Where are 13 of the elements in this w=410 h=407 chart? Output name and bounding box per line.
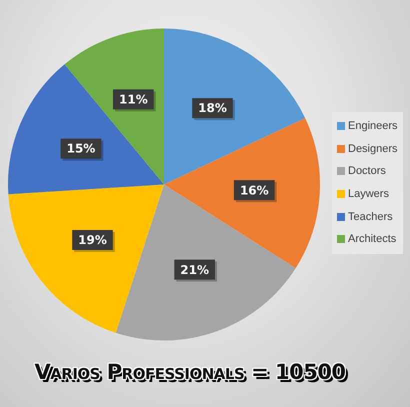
legend-label: Architects	[348, 233, 396, 246]
data-label: 15%	[66, 142, 96, 156]
legend-label: Teachers	[348, 210, 393, 223]
legend-label: Laywers	[348, 188, 389, 200]
legend-label: Engineers	[348, 120, 398, 132]
text: Varios Professionals = 10500	[33, 360, 347, 384]
legend-label: Designers	[348, 142, 398, 155]
data-label: 18%	[198, 101, 227, 116]
data-label: 19%	[78, 233, 107, 248]
data-label: 11%	[118, 92, 148, 106]
legend-label: Doctors	[348, 165, 386, 178]
data-label: 16%	[240, 183, 269, 198]
data-label: 21%	[180, 262, 210, 277]
